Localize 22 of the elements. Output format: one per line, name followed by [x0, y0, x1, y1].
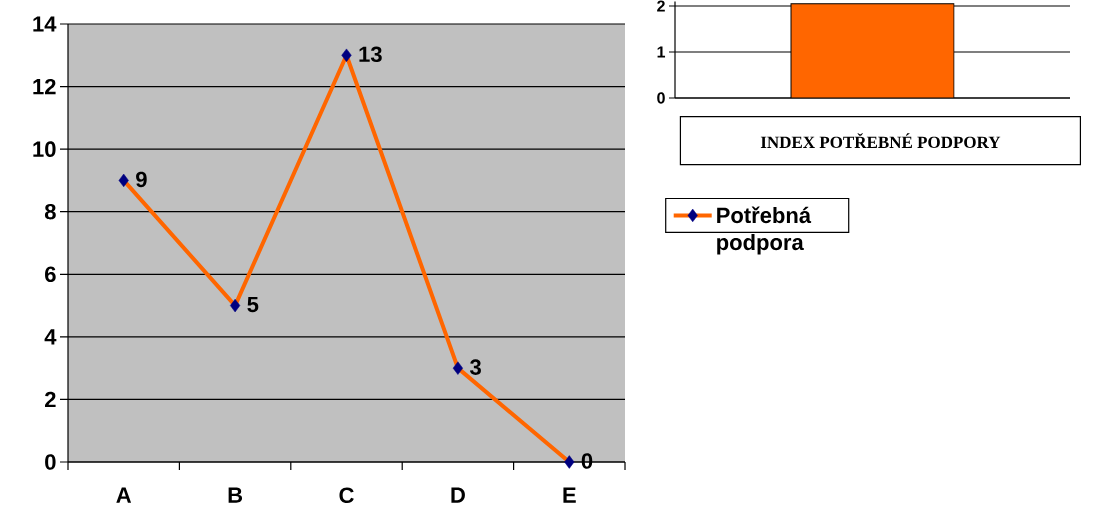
y-tick-label: 4 — [44, 329, 57, 345]
y-tick-label: 1 — [657, 46, 666, 58]
x-tick-label: C — [339, 487, 354, 504]
x-tick-label: D — [451, 487, 465, 503]
y-tick-label: 8 — [44, 203, 56, 220]
x-tick-label: A — [116, 487, 132, 503]
y-tick-label: 2 — [657, 0, 665, 12]
data-label: 13 — [359, 46, 382, 63]
x-tick-label: B — [228, 487, 243, 503]
data-label: 3 — [469, 359, 481, 375]
legend-label: Potřebná podpora — [717, 206, 812, 255]
y-tick-label: 10 — [33, 141, 56, 157]
y-tick-label: 6 — [45, 266, 56, 283]
y-tick-label: 0 — [45, 454, 56, 470]
data-label: 5 — [247, 296, 259, 313]
x-tick-label: E — [563, 487, 576, 503]
y-tick-label: 2 — [45, 391, 56, 408]
y-tick-label: 0 — [657, 92, 665, 104]
y-tick-label: 12 — [33, 78, 56, 95]
y-tick-label: 14 — [33, 16, 57, 32]
data-label: 9 — [136, 171, 147, 188]
text: INDEX POTŘEBNÉ PODPORY — [760, 133, 1001, 149]
